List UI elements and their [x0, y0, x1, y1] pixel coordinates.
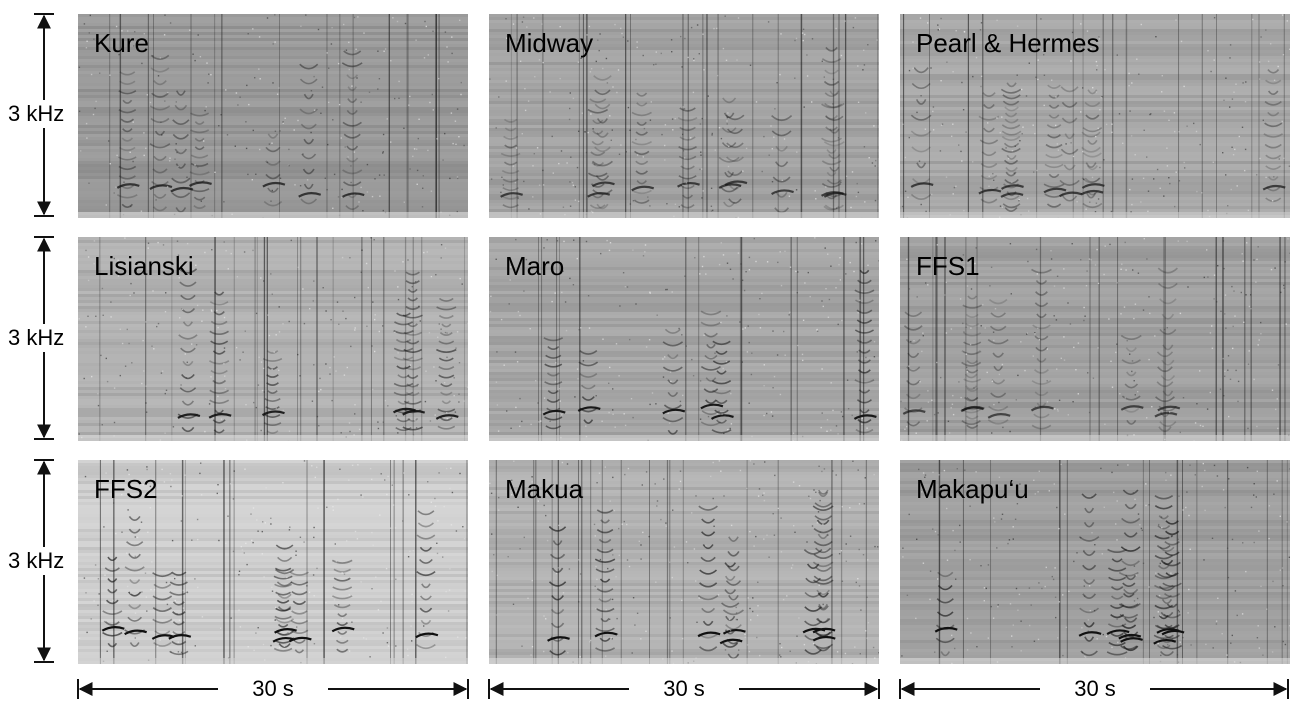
panel-label: FFS1: [916, 251, 980, 281]
spectrogram-panel-makapuu: Makapu‘u: [900, 460, 1290, 664]
spectrogram-panel-lisianski: Lisianski: [78, 237, 468, 441]
panel-label: Pearl & Hermes: [916, 28, 1100, 58]
x-label-col-2: 30 s: [629, 676, 739, 702]
panel-label: Makapu‘u: [916, 474, 1029, 504]
y-label-row-1: 3 kHz: [8, 100, 74, 128]
panel-label: FFS2: [94, 474, 158, 504]
panel-label: Kure: [94, 28, 149, 58]
spectrogram-panel-midway: Midway: [489, 14, 879, 218]
y-label-row-3: 3 kHz: [8, 547, 74, 575]
y-label-row-2: 3 kHz: [8, 324, 74, 352]
x-label-col-1: 30 s: [218, 676, 328, 702]
spectrogram-panel-kure: Kure: [78, 14, 468, 218]
spectrogram-panel-maro: Maro: [489, 237, 879, 441]
spectrogram-panel-pearl-hermes: Pearl & Hermes: [900, 14, 1290, 218]
panel-label: Makua: [505, 474, 584, 504]
spectrogram-panel-ffs1: FFS1: [900, 237, 1290, 441]
spectrogram-panel-makua: Makua: [489, 460, 879, 664]
panel-label: Maro: [505, 251, 565, 281]
spectrogram-panel-ffs2: FFS2: [78, 460, 468, 664]
panel-label: Midway: [505, 28, 594, 58]
panel-label: Lisianski: [94, 251, 194, 281]
x-label-col-3: 30 s: [1040, 676, 1150, 702]
